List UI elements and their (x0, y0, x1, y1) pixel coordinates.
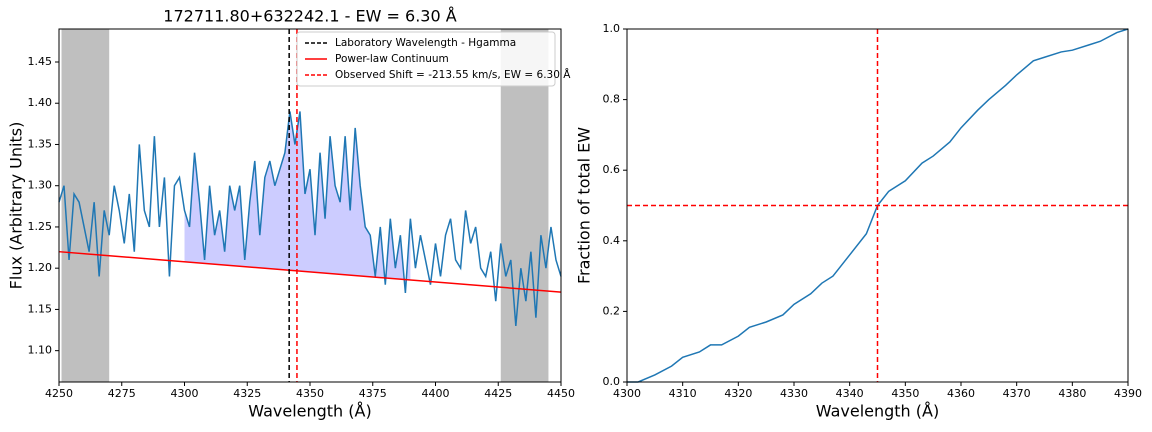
series-line (58, 250, 562, 293)
x-tick-label: 4380 (1058, 387, 1086, 400)
x-tick-label: 4375 (359, 387, 387, 400)
x-tick-label: 4330 (780, 387, 808, 400)
x-tick-label: 4350 (296, 387, 324, 400)
axes-frame (626, 28, 1129, 383)
y-tick-label: 1.30 (28, 179, 53, 192)
legend-label: Power-law Continuum (335, 53, 449, 65)
y-tick-label: 0.0 (603, 375, 621, 388)
legend-label: Observed Shift = -213.55 km/s, EW = 6.30… (335, 68, 571, 81)
x-tick-label: 4360 (947, 387, 975, 400)
x-axis-label: Wavelength (Å) (816, 402, 939, 421)
y-tick-label: 0.6 (603, 163, 621, 176)
y-tick-label: 1.25 (28, 220, 53, 233)
y-tick-label: 1.45 (28, 55, 53, 68)
y-tick-label: 1.35 (28, 137, 53, 150)
y-tick-label: 1.15 (28, 302, 53, 315)
y-tick-label: 1.0 (603, 22, 621, 35)
x-tick-label: 4325 (233, 387, 261, 400)
y-tick-label: 1.40 (28, 96, 53, 109)
x-tick-label: 4310 (669, 387, 697, 400)
x-axis-label: Wavelength (Å) (248, 402, 371, 421)
chart-title: 172711.80+632242.1 - EW = 6.30 Å (163, 7, 456, 26)
x-tick-label: 4340 (836, 387, 864, 400)
legend-label: Laboratory Wavelength - Hgamma (335, 37, 516, 49)
x-tick-label: 4320 (724, 387, 752, 400)
x-tick-label: 4450 (547, 387, 575, 400)
plot-area (58, 29, 562, 382)
y-tick-label: 1.20 (28, 261, 53, 274)
y-axis-label: Flux (Arbitrary Units) (7, 122, 26, 290)
y-tick-label: 0.2 (603, 304, 621, 317)
x-tick-label: 4370 (1003, 387, 1031, 400)
y-tick-label: 1.10 (28, 344, 53, 357)
y-axis-label: Fraction of total EW (575, 127, 594, 284)
x-tick-label: 4300 (613, 387, 641, 400)
x-tick-label: 4275 (108, 387, 136, 400)
x-tick-label: 4425 (484, 387, 512, 400)
y-tick-label: 0.8 (603, 93, 621, 106)
x-tick-label: 4350 (891, 387, 919, 400)
x-tick-label: 4400 (422, 387, 450, 400)
x-tick-label: 4250 (45, 387, 73, 400)
x-tick-label: 4300 (171, 387, 199, 400)
x-tick-label: 4390 (1114, 387, 1142, 400)
shaded-region (500, 29, 549, 382)
plot-area (627, 28, 1129, 383)
legend-box (296, 31, 556, 87)
legend: Laboratory Wavelength - Hgamma Power-law … (296, 31, 571, 87)
y-tick-label: 0.4 (603, 234, 621, 247)
shaded-region (61, 29, 110, 382)
series-line (58, 111, 562, 326)
